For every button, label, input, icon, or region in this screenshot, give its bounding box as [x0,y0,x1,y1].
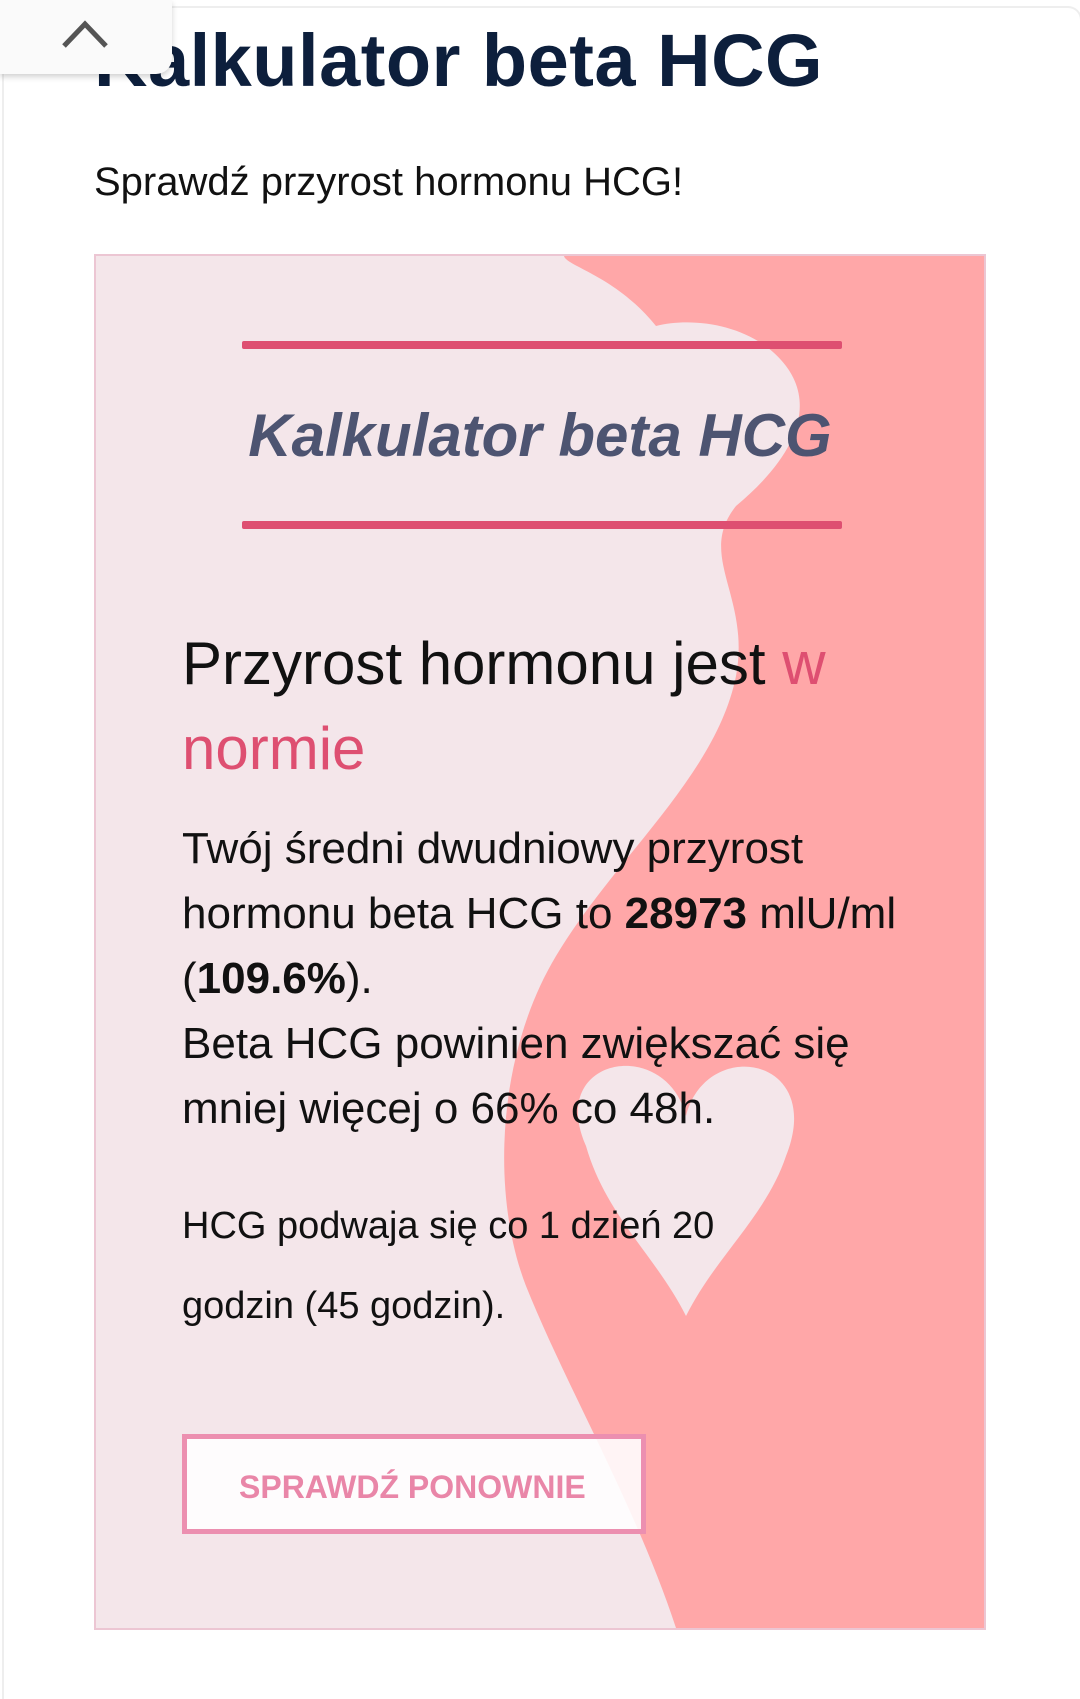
page-frame [2,6,1080,1699]
chevron-up-icon [62,20,108,48]
calculator-result-card: Kalkulator beta HCG Przyrost hormonu jes… [94,254,986,1630]
check-again-button[interactable]: SPRAWDŹ PONOWNIE [182,1434,646,1534]
card-title: Kalkulator beta HCG [248,402,832,469]
result-status: w normie [182,630,826,782]
doubling-time: HCG podwaja się co 1 dzień 20 godzin (45… [182,1205,715,1327]
divider-bottom [242,521,842,529]
pregnancy-silhouette-icon [504,256,984,1628]
page-subtitle: Sprawdź przyrost hormonu HCG! [94,160,684,204]
result-heading: Przyrost hormonu jest w normie [182,630,826,782]
divider-top [242,341,842,349]
hcg-value: 28973 [624,889,748,938]
scroll-top-button[interactable] [0,0,172,74]
page-title: Kalkulator beta HCG [94,19,824,102]
result-description: Twój średni dwudniowy przyrost hormonu b… [182,824,897,1133]
hcg-percent: 109.6% [196,954,346,1003]
